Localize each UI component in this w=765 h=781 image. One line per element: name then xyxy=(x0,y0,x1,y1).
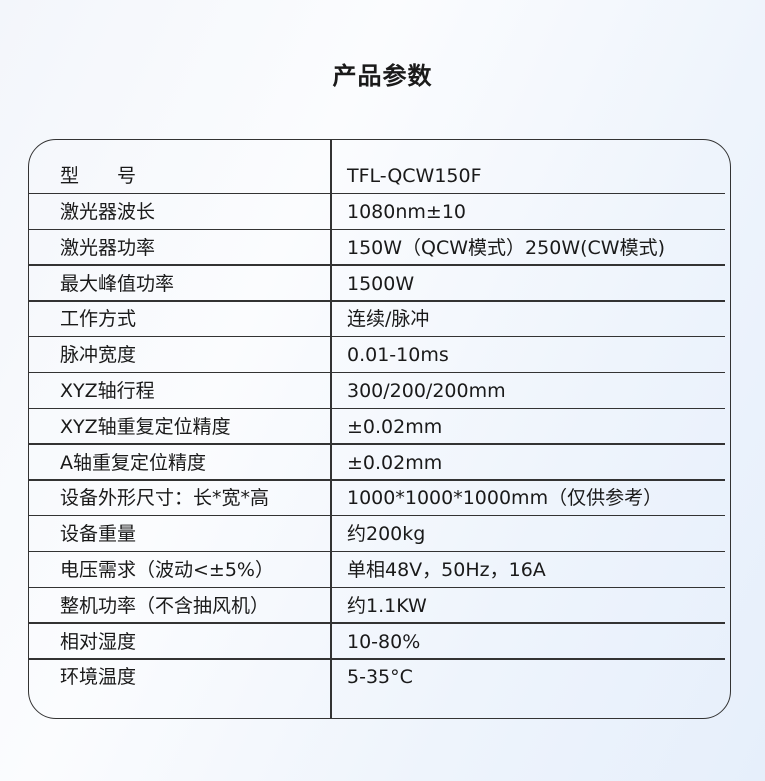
row-divider xyxy=(29,550,725,553)
table-row: 环境温度 5-35°C xyxy=(29,659,725,695)
spec-value: 约200kg xyxy=(347,523,426,546)
table-row: 设备外形尺寸：长*宽*高 1000*1000*1000mm（仅供参考） xyxy=(29,480,725,517)
spec-label: 相对湿度 xyxy=(60,630,137,653)
spec-value: 1500W xyxy=(347,272,415,295)
row-divider xyxy=(29,443,725,445)
spec-label: 激光器功率 xyxy=(60,236,156,259)
row-divider xyxy=(29,407,725,409)
spec-label: 最大峰值功率 xyxy=(60,272,175,295)
spec-value: 约1.1KW xyxy=(347,594,427,617)
table-row: 最大峰值功率 1500W xyxy=(29,266,725,302)
row-divider xyxy=(29,192,725,194)
page-title: 产品参数 xyxy=(332,62,433,90)
spec-value: 0.01-10ms xyxy=(347,344,449,367)
row-divider xyxy=(29,622,725,624)
spec-label: 整机功率（不含抽风机） xyxy=(60,594,270,617)
spec-value: 10-80% xyxy=(347,630,421,653)
table-row: 激光器功率 150W（QCW模式）250W(CW模式) xyxy=(29,230,725,266)
spec-value: TFL-QCW150F xyxy=(347,165,482,187)
row-divider xyxy=(29,300,725,302)
table-row: A轴重复定位精度 ±0.02mm xyxy=(29,445,725,481)
spec-value: 连续/脉冲 xyxy=(347,308,430,331)
spec-label: 工作方式 xyxy=(60,308,137,331)
table-row: 相对湿度 10-80% xyxy=(29,624,725,660)
spec-label: 设备外形尺寸：长*宽*高 xyxy=(60,487,270,510)
row-divider xyxy=(29,264,725,266)
row-divider xyxy=(29,479,725,481)
spec-value: 1000*1000*1000mm（仅供参考） xyxy=(347,487,663,510)
table-row: 工作方式 连续/脉冲 xyxy=(29,301,725,338)
spec-label: A轴重复定位精度 xyxy=(60,451,206,474)
spec-table xyxy=(28,139,731,719)
spec-value: 300/200/200mm xyxy=(347,380,506,402)
spec-label: 激光器波长 xyxy=(60,201,156,223)
table-row: 设备重量 约200kg xyxy=(29,516,725,553)
table-row: 激光器波长 1080nm±10 xyxy=(29,194,725,230)
row-divider xyxy=(29,335,725,338)
spec-value: 5-35°C xyxy=(347,666,413,689)
spec-label: 型 号 xyxy=(60,165,137,187)
spec-label: XYZ轴重复定位精度 xyxy=(60,415,231,438)
spec-label: 设备重量 xyxy=(60,523,137,546)
table-row: XYZ轴行程 300/200/200mm xyxy=(29,373,725,409)
spec-value: ±0.02mm xyxy=(347,451,443,474)
table-row: 脉冲宽度 0.01-10ms xyxy=(29,337,725,374)
spec-label: 电压需求（波动<±5%） xyxy=(60,559,274,581)
row-divider xyxy=(29,228,725,230)
row-divider xyxy=(29,514,725,517)
spec-label: 脉冲宽度 xyxy=(60,344,137,367)
spec-label: XYZ轴行程 xyxy=(60,380,155,402)
spec-value: 单相48V，50Hz，16A xyxy=(347,559,546,581)
spec-value: ±0.02mm xyxy=(347,415,443,438)
row-divider xyxy=(29,586,725,588)
table-row: 型 号 TFL-QCW150F xyxy=(29,158,725,194)
column-divider xyxy=(330,139,332,719)
table-row: 电压需求（波动<±5%） 单相48V，50Hz，16A xyxy=(29,552,725,588)
spec-value: 1080nm±10 xyxy=(347,201,467,223)
spec-label: 环境温度 xyxy=(60,666,137,689)
table-row: XYZ轴重复定位精度 ±0.02mm xyxy=(29,409,725,445)
table-row: 整机功率（不含抽风机） 约1.1KW xyxy=(29,588,725,624)
row-divider xyxy=(29,658,725,660)
spec-value: 150W（QCW模式）250W(CW模式) xyxy=(347,236,665,259)
row-divider xyxy=(29,371,725,374)
